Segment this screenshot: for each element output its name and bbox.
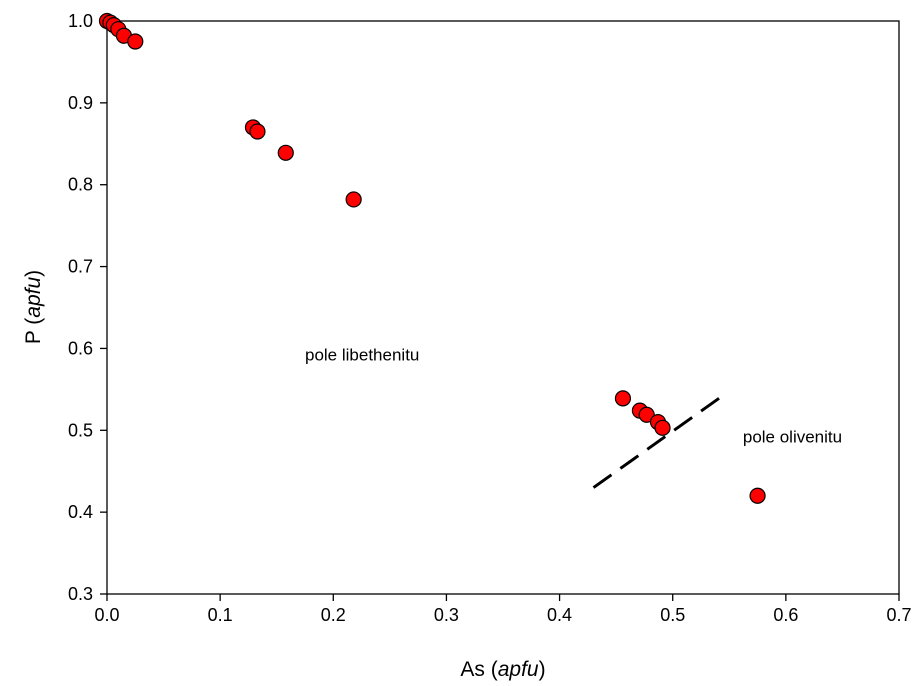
annotation-label: pole libethenitu [305,346,419,365]
y-tick-label: 0.6 [68,338,93,358]
annotations: pole libethenitu pole olivenitu [305,346,842,447]
y-tick-label: 0.8 [68,175,93,195]
x-tick-label: 0.6 [773,605,798,625]
boundary-line [592,391,728,489]
plot-frame [106,20,900,595]
y-tick-label: 1.0 [68,11,93,31]
x-tick-label: 0.7 [886,605,911,625]
x-tick-label: 0.4 [547,605,572,625]
data-point [614,390,632,407]
x-tick-label: 0.3 [434,605,459,625]
data-points [98,12,766,504]
y-axis-ticks: 0.3 0.4 0.5 0.6 0.7 0.8 0.9 1.0 [68,11,107,604]
data-point [749,487,766,504]
data-point [127,33,144,50]
y-tick-label: 0.7 [68,257,93,277]
data-point [654,419,671,436]
data-point [277,144,294,161]
x-tick-label: 0.0 [94,605,119,625]
annotation-label: pole olivenitu [743,428,842,447]
data-point [345,191,362,208]
data-point [638,406,655,423]
x-tick-label: 0.5 [660,605,685,625]
dashed-boundary-line [592,391,728,489]
x-axis-title: As (apfu) [460,658,545,681]
x-tick-label: 0.1 [208,605,233,625]
x-tick-label: 0.2 [321,605,346,625]
data-point [249,123,266,140]
y-tick-label: 0.9 [68,93,93,113]
y-tick-label: 0.4 [68,502,93,522]
y-tick-label: 0.3 [68,584,93,604]
y-axis-title: P (apfu) [22,270,45,344]
y-tick-label: 0.5 [68,420,93,440]
x-axis-ticks: 0.0 0.1 0.2 0.3 0.4 0.5 0.6 0.7 [94,594,912,625]
